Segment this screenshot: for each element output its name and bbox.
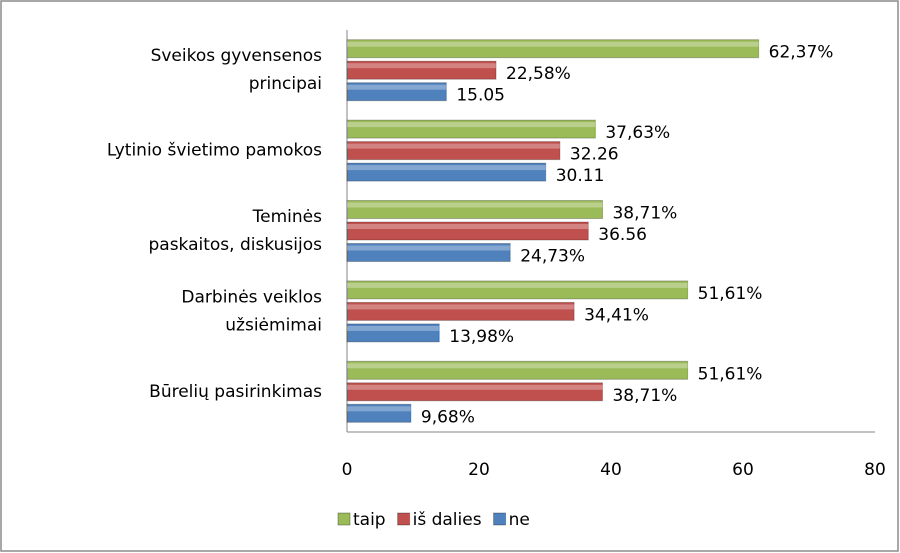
data-label: 13,98% xyxy=(449,327,514,347)
bar-highlight xyxy=(347,224,589,229)
data-label: 32.26 xyxy=(570,145,619,165)
y-tick-label: Sveikos gyvensenos xyxy=(151,46,323,66)
bar xyxy=(346,221,589,241)
data-label: 34,41% xyxy=(584,305,649,325)
bar-highlight xyxy=(347,41,759,47)
data-label: 9,68% xyxy=(421,407,475,427)
data-label: 22,58% xyxy=(506,64,571,84)
legend-swatch xyxy=(397,512,411,526)
legend-label: iš dalies xyxy=(413,510,482,530)
data-label: 38,71% xyxy=(612,204,677,224)
bar-highlight xyxy=(347,122,596,128)
legend-swatch xyxy=(337,512,351,526)
bar xyxy=(346,162,547,182)
bar xyxy=(346,60,497,80)
data-label: 51,61% xyxy=(698,284,763,304)
data-label: 38,71% xyxy=(612,386,677,406)
bar-highlight xyxy=(347,304,575,310)
y-tick-label: užsiėmimai xyxy=(225,315,322,335)
bar xyxy=(346,280,689,300)
bar-highlight xyxy=(347,245,511,251)
data-label: 51,61% xyxy=(698,364,763,384)
bar xyxy=(346,82,447,102)
bar-highlight xyxy=(347,165,546,171)
y-tick-label: Teminės xyxy=(252,207,322,227)
bar xyxy=(346,141,561,161)
bar xyxy=(346,39,760,59)
y-tick-label: Darbinės veiklos xyxy=(181,287,322,307)
bar xyxy=(346,382,603,402)
legend: taip iš dalies ne xyxy=(337,510,530,530)
legend-label: taip xyxy=(353,510,386,530)
data-label: 37,63% xyxy=(605,123,670,143)
bar xyxy=(346,119,596,139)
x-tick-label: 40 xyxy=(600,460,622,480)
x-tick-label: 60 xyxy=(732,460,754,480)
data-label: 36.56 xyxy=(598,225,647,245)
data-label: 62,37% xyxy=(769,43,834,63)
bar xyxy=(346,243,511,262)
data-label: 15.05 xyxy=(456,86,505,106)
bar xyxy=(346,360,689,380)
bar xyxy=(346,200,603,219)
y-tick-label: principai xyxy=(249,74,322,94)
legend-label: ne xyxy=(509,510,530,530)
x-tick-label: 20 xyxy=(468,460,490,480)
bar-highlight xyxy=(347,406,411,412)
bar-highlight xyxy=(347,384,603,390)
y-tick-label: Būrelių pasirinkimas xyxy=(149,382,322,402)
y-tick-label: Lytinio švietimo pamokos xyxy=(107,141,322,161)
bar-highlight xyxy=(347,63,497,69)
bar-highlight xyxy=(347,325,440,331)
bar-highlight xyxy=(347,202,603,208)
bar-highlight xyxy=(347,143,560,149)
x-tick-label: 0 xyxy=(342,460,353,480)
legend-swatch xyxy=(493,512,507,526)
data-label: 24,73% xyxy=(520,247,585,267)
bar-highlight xyxy=(347,84,447,90)
bar xyxy=(346,301,575,321)
x-tick-label: 80 xyxy=(864,460,886,480)
y-tick-label: paskaitos, diskusijos xyxy=(148,235,322,255)
bar xyxy=(346,323,440,343)
bar-highlight xyxy=(347,282,688,288)
bar xyxy=(346,403,412,423)
data-label: 30.11 xyxy=(556,166,605,186)
bar-highlight xyxy=(347,363,688,369)
